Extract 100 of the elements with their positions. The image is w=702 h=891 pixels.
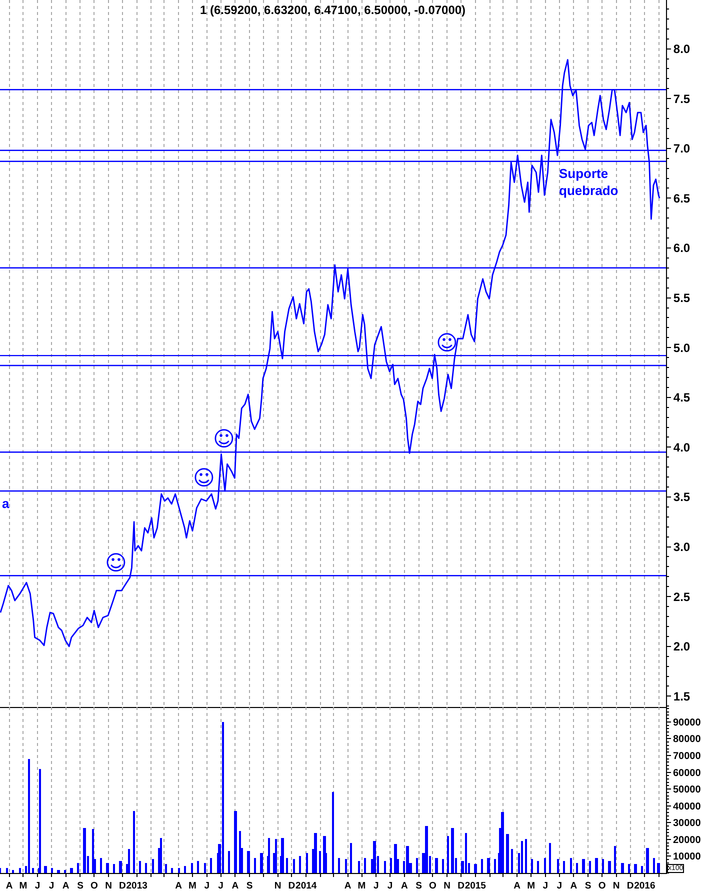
bar (614, 846, 616, 873)
x-tick-label: J (48, 880, 54, 891)
bar (634, 864, 637, 873)
bar (416, 858, 418, 873)
bar (549, 843, 551, 873)
x-tick-label: A (232, 880, 239, 891)
bar (657, 863, 660, 873)
bar (254, 858, 256, 873)
bar (384, 861, 386, 873)
y-tick-label: 5.0 (673, 340, 690, 355)
bar (474, 864, 477, 873)
bar (447, 836, 449, 873)
bar (39, 769, 41, 873)
y-tick-label: 3.0 (673, 540, 690, 554)
x-tick-label: A (62, 880, 70, 891)
x-tick-label: D (288, 880, 296, 891)
annotation: Suporte quebrado (559, 166, 618, 198)
x-tick-label: M (527, 880, 536, 891)
bar (133, 811, 135, 873)
bar (608, 861, 611, 873)
bar (373, 841, 376, 873)
y-tick-label: 70000 (673, 750, 702, 762)
y-tick-label: 4.5 (673, 390, 690, 405)
bar (293, 859, 295, 873)
bar (113, 864, 115, 873)
bar (641, 866, 643, 873)
bar (501, 812, 504, 873)
x-tick-label: N (444, 880, 451, 891)
x-tick-label: J (556, 880, 562, 891)
bar (345, 859, 347, 873)
bar (286, 858, 288, 873)
bar (145, 863, 147, 873)
bar (268, 838, 270, 873)
y-tick-label: 20000 (673, 834, 702, 846)
bar (314, 833, 317, 873)
x-tick-label: D (458, 880, 465, 891)
bar (358, 861, 360, 873)
bar (210, 858, 212, 873)
bar (299, 856, 301, 873)
annotation: ☺ (105, 551, 127, 575)
bar (100, 858, 102, 873)
bar (621, 863, 624, 873)
y-tick-label: 10000 (673, 852, 702, 863)
bar (28, 759, 30, 873)
annotation: ☺ (193, 466, 215, 490)
y-tick-label: 7.5 (673, 92, 690, 106)
y-tick-label: 7.0 (673, 142, 690, 156)
bar (525, 839, 527, 873)
bar (442, 859, 444, 873)
bar (481, 859, 483, 873)
bar (435, 858, 438, 873)
bar (204, 863, 206, 873)
bar (77, 863, 79, 873)
bar (247, 851, 250, 873)
bar (653, 858, 655, 873)
y-tick-label: 5.5 (673, 290, 690, 305)
bar (83, 828, 86, 873)
bar (64, 870, 66, 873)
bar (319, 851, 321, 873)
x-tick-label: N (274, 880, 282, 891)
x-tick-label: J (373, 880, 379, 891)
bar (537, 861, 539, 873)
x-tick-label: M (188, 880, 197, 891)
x-tick-label: A (344, 880, 352, 891)
bar (57, 870, 60, 873)
bar (51, 868, 53, 873)
bar (350, 843, 352, 873)
bar (222, 722, 224, 873)
bar (595, 858, 598, 873)
bar (239, 831, 241, 873)
annotation: ☺ (213, 427, 235, 451)
bar (521, 841, 523, 873)
annotation: ☺ (436, 331, 458, 355)
bar (6, 868, 8, 873)
bar (582, 859, 585, 873)
bar (332, 792, 334, 873)
bar (364, 858, 366, 873)
bar (506, 834, 509, 873)
y-tick-label: 30000 (673, 818, 702, 830)
x-tick-label: 2013 (126, 880, 148, 891)
x-tick-label: A (514, 880, 521, 891)
bar (234, 811, 237, 873)
bar (628, 864, 630, 873)
x-tick-label: A (400, 880, 408, 891)
x-tick-label: M (19, 880, 28, 891)
x-tick-label: O (598, 880, 606, 891)
x-tick-label: A (6, 880, 13, 891)
bar (394, 844, 397, 873)
x-tick-label: O (429, 880, 436, 891)
bar (563, 861, 565, 873)
x-tick-label: S (246, 880, 253, 891)
y-tick-label: 2.5 (673, 590, 690, 604)
bar (171, 868, 173, 873)
x-tick-label: J (542, 880, 548, 891)
bar (544, 858, 546, 873)
chart-title: 1 (6.59200, 6.63200, 6.47100, 6.50000, -0.07000) (200, 3, 466, 17)
bar (425, 826, 428, 873)
bar (451, 828, 454, 873)
y-tick-label: 60000 (673, 768, 702, 779)
x-tick-label: D (626, 880, 634, 891)
